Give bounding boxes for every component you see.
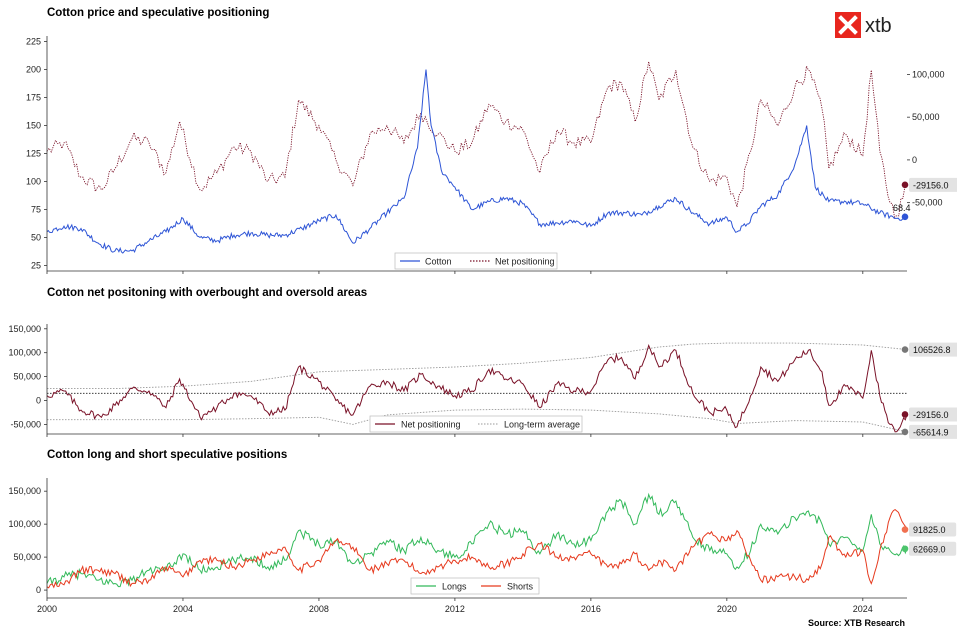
legend-panel1: Cotton Net positioning [394, 252, 558, 270]
p1-cotton-end-marker [901, 213, 909, 221]
p3-longs-end-label-bg [909, 541, 957, 556]
p1-yaxis-right-tick-label: 50,000 [912, 112, 940, 122]
xaxis-tick-label: 2024 [853, 604, 873, 614]
xaxis-tick-label: 2020 [717, 604, 737, 614]
p3-yaxis-tick-label: 100,000 [8, 519, 41, 529]
p2-yaxis-tick-label: -50,000 [10, 419, 41, 429]
p2-upper-end-marker [901, 346, 909, 353]
xtb-logo: xtb [835, 12, 892, 38]
series-shorts [46, 508, 908, 589]
p3-yaxis-tick-label: 0 [36, 585, 41, 595]
legend-panel3: Longs Shorts [410, 577, 540, 595]
legend-entry-shorts: Shorts [507, 582, 534, 592]
p3-yaxis-tick-label: 150,000 [8, 486, 41, 496]
panel-longs-shorts: 0 50,000 100,000 150,000 2000 2004 2008 2012 20… [8, 478, 957, 614]
p2-net-end-label-bg [909, 407, 957, 422]
p2-yaxis-tick-label: 50,000 [13, 372, 41, 382]
p2-lower-end-marker [901, 428, 909, 436]
panel-price-positioning: 25 50 75 100 125 150 175 200 225 -50,000 0 50,000 1… [26, 36, 957, 274]
p2-yaxis-tick-label: 0 [36, 396, 41, 406]
panel2-title: Cotton net positoning with overbought an… [47, 287, 367, 299]
p3-longs-end-label: 62669.0 [913, 544, 946, 554]
p1-net-end-label: -29156.0 [913, 180, 949, 190]
p2-upper-end-label-bg [909, 342, 957, 357]
p1-yaxis-left-tick-label: 200 [26, 65, 41, 75]
p2-upper-end-label: 106526.8 [913, 345, 951, 355]
xaxis-tick-label: 2008 [309, 604, 329, 614]
xaxis-tick-label: 2012 [445, 604, 465, 614]
p3-shorts-end-label-bg [909, 522, 957, 537]
legend-entry-longs: Longs [442, 582, 467, 592]
series-longs [46, 492, 908, 588]
p2-yaxis-tick-label: 100,000 [8, 348, 41, 358]
p2-lower-end-label-bg [909, 424, 957, 439]
p1-yaxis-left-tick-label: 100 [26, 176, 41, 186]
source-note: Source: XTB Research [808, 618, 905, 628]
legend-entry-net-positioning-2: Net positioning [401, 420, 461, 430]
p2-net-end-label: -29156.0 [913, 410, 949, 420]
p1-yaxis-left-tick-label: 125 [26, 149, 41, 159]
series-net-positioning-dotted [46, 61, 908, 218]
xaxis-tick-label: 2000 [37, 604, 57, 614]
p3-shorts-end-marker [901, 526, 909, 533]
p1-yaxis-left-tick-label: 225 [26, 37, 41, 47]
p1-yaxis-left-tick-label: 150 [26, 121, 41, 131]
xaxis-tick-label: 2016 [581, 604, 601, 614]
p1-net-end-marker [901, 181, 909, 189]
p1-yaxis-left-tick-label: 50 [31, 232, 41, 242]
series-cotton [46, 69, 908, 254]
p1-yaxis-right-tick-label: 100,000 [912, 69, 945, 79]
p3-longs-end-marker [901, 545, 909, 553]
p1-cotton-end-label: 68.4 [893, 203, 911, 213]
panel3-title: Cotton long and short speculative positi… [47, 449, 287, 461]
p1-yaxis-left-tick-label: 25 [31, 260, 41, 270]
legend-panel2: Net positioning Long-term average [369, 415, 583, 433]
p1-yaxis-right-tick-label: 0 [912, 155, 917, 165]
xaxis-tick-label: 2004 [173, 604, 193, 614]
p1-yaxis-left-tick-label: 175 [26, 93, 41, 103]
p2-yaxis-tick-label: 150,000 [8, 324, 41, 334]
series-long-term-average-lower [47, 408, 908, 433]
legend-entry-long-term-average: Long-term average [504, 420, 580, 430]
p2-lower-end-label: -65614.9 [913, 427, 949, 437]
p1-yaxis-right-tick-label: -50,000 [912, 198, 943, 208]
legend-entry-cotton: Cotton [425, 257, 452, 267]
xtb-logo-text: xtb [865, 15, 892, 37]
series-long-term-average-upper [47, 342, 908, 390]
p2-net-end-marker [901, 411, 909, 418]
legend-entry-net-positioning: Net positioning [495, 257, 555, 267]
p1-net-end-label-bg [909, 177, 957, 192]
panel-net-positioning: -50,000 0 50,000 100,000 150,000 Net positio… [8, 324, 957, 439]
p1-yaxis-left-tick-label: 75 [31, 204, 41, 214]
panel1-title: Cotton price and speculative positioning [47, 7, 269, 19]
series-net-positioning [46, 344, 908, 433]
p3-yaxis-tick-label: 50,000 [13, 552, 41, 562]
p3-shorts-end-label: 91825.0 [913, 525, 946, 535]
